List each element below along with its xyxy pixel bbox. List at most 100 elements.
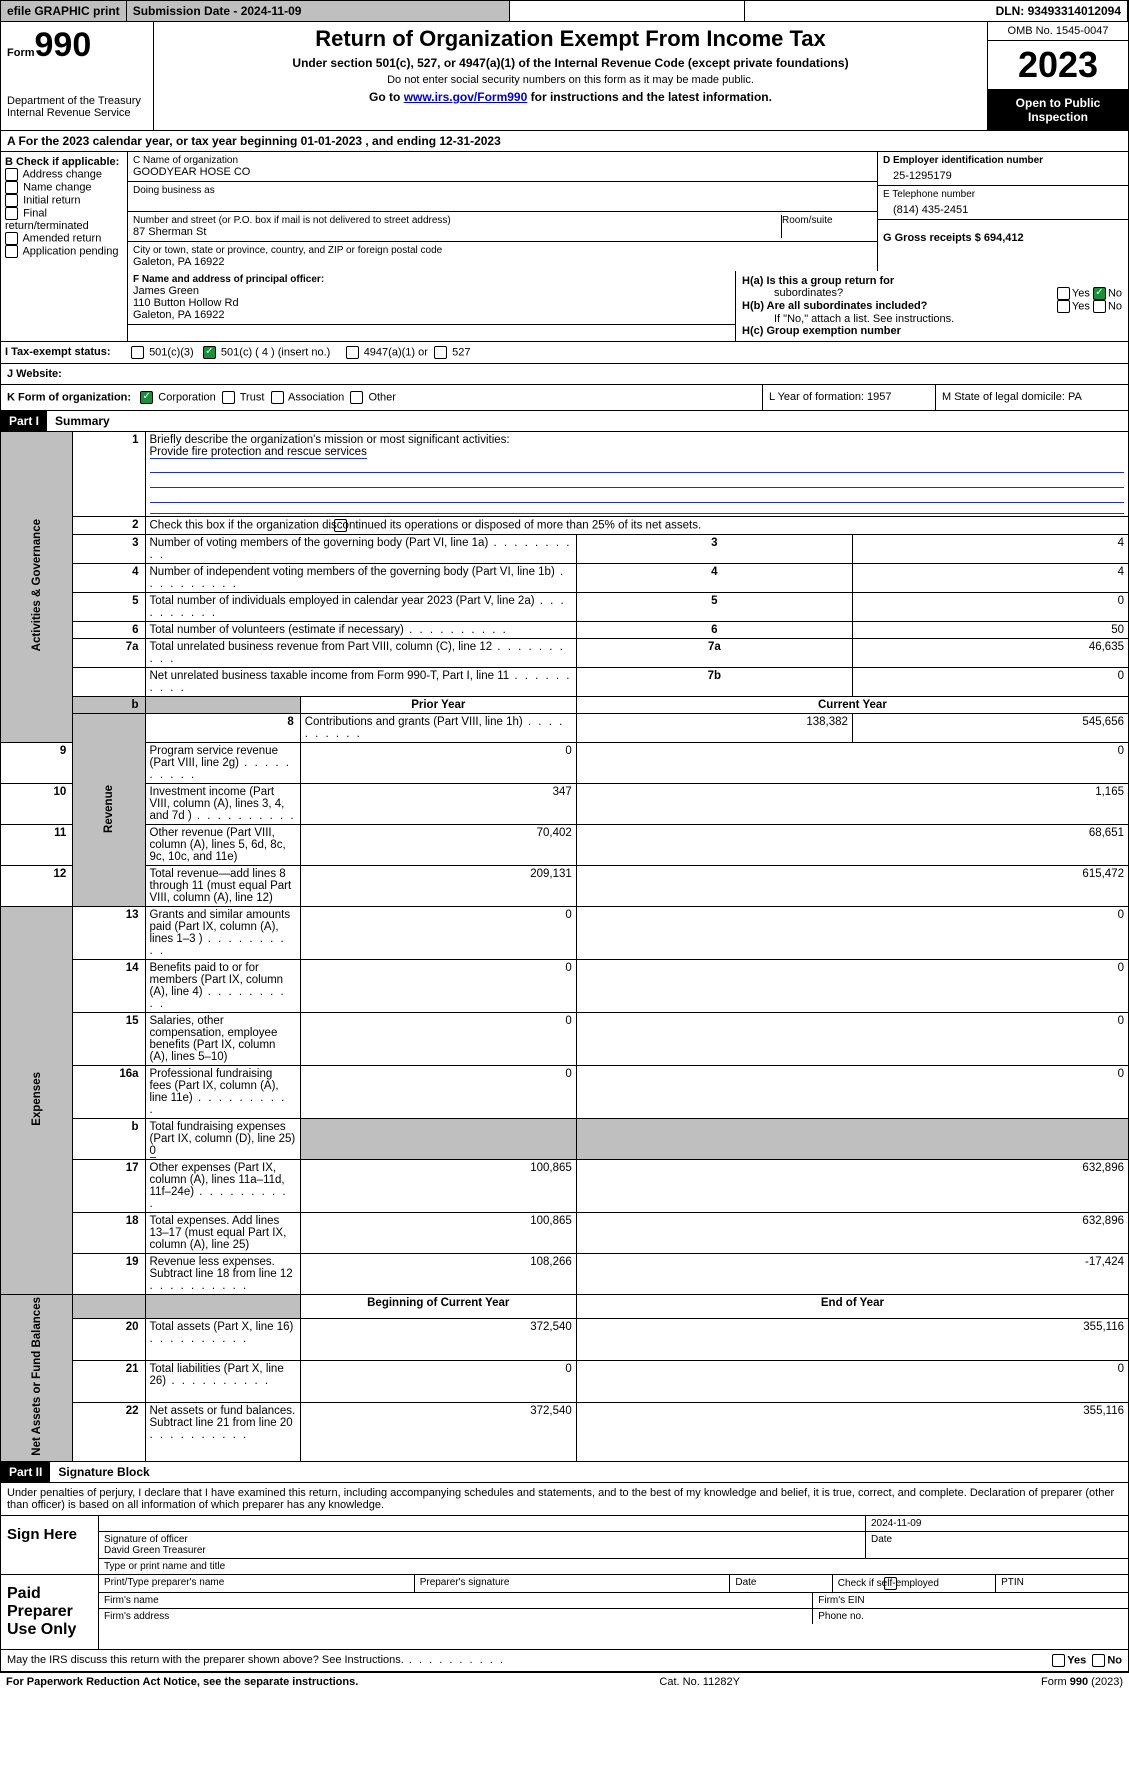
summary-table: Activities & Governance 1 Briefly descri… — [0, 432, 1129, 1462]
paperwork-notice: For Paperwork Reduction Act Notice, see … — [6, 1676, 358, 1688]
tel-label: E Telephone number — [883, 189, 1123, 200]
checkbox-trust[interactable] — [222, 391, 235, 404]
mission: Provide fire protection and rescue servi… — [150, 446, 367, 459]
sig-date: 2024-11-09 — [866, 1516, 1128, 1531]
irs-link[interactable]: www.irs.gov/Form990 — [404, 90, 528, 104]
checkbox-name-change[interactable] — [5, 181, 18, 194]
b-header: B Check if applicable: — [5, 156, 123, 168]
officer-addr: 110 Button Hollow Rd — [133, 297, 730, 309]
form-ref: Form 990 (2023) — [1041, 1676, 1123, 1688]
col-d: D Employer identification number25-12951… — [877, 152, 1128, 271]
may-discuss: May the IRS discuss this return with the… — [0, 1650, 1129, 1672]
tab-revenue: Revenue — [73, 714, 145, 907]
officer-city: Galeton, PA 16922 — [133, 309, 730, 321]
checkbox-4947[interactable] — [346, 346, 359, 359]
v7b: 0 — [852, 668, 1128, 697]
row-j: J Website: — [0, 364, 1129, 385]
checkbox-501c[interactable]: ✓ — [203, 346, 216, 359]
f-label: F Name and address of principal officer: — [133, 274, 730, 285]
sign-here-block: Sign Here 2024-11-09 Signature of office… — [0, 1516, 1129, 1575]
col-c: C Name of organization GOODYEAR HOSE CO … — [128, 152, 877, 271]
part2-bar: Part II — [1, 1462, 50, 1482]
tab-governance: Activities & Governance — [1, 432, 73, 743]
cat-no: Cat. No. 11282Y — [659, 1676, 740, 1688]
addr-label: Number and street (or P.O. box if mail i… — [133, 215, 781, 226]
section-f-h: F Name and address of principal officer:… — [0, 271, 1129, 342]
tax-year: 2023 — [988, 41, 1128, 90]
form-number: 990 — [35, 26, 92, 64]
checkbox-hb-yes[interactable] — [1057, 300, 1070, 313]
dln: DLN: 93493314012094 — [745, 1, 1128, 21]
checkbox-self-emp[interactable] — [884, 1577, 897, 1590]
checkbox-assoc[interactable] — [271, 391, 284, 404]
org-name-label: C Name of organization — [133, 155, 872, 166]
spacer — [510, 1, 745, 21]
form-title: Return of Organization Exempt From Incom… — [160, 26, 981, 52]
row-i: I Tax-exempt status: 501(c)(3) ✓ 501(c) … — [0, 342, 1129, 364]
checkbox-ha-no[interactable]: ✓ — [1093, 287, 1106, 300]
section-b-c-d: B Check if applicable: Address change Na… — [0, 152, 1129, 271]
l1-text: Briefly describe the organization's miss… — [150, 434, 510, 446]
ein: 25-1295179 — [883, 166, 1123, 182]
part1-title: Summary — [47, 414, 110, 428]
h-a: H(a) Is this a group return for — [742, 275, 1122, 287]
v7a: 46,635 — [852, 639, 1128, 668]
i-label: I Tax-exempt status: — [1, 342, 127, 363]
part1-bar: Part I — [1, 411, 47, 431]
checkbox-discuss-no[interactable] — [1092, 1654, 1105, 1667]
v6: 50 — [852, 622, 1128, 639]
gross-receipts: G Gross receipts $ 694,412 — [883, 232, 1123, 244]
submission-date: Submission Date - 2024-11-09 — [127, 1, 510, 21]
row-a: A For the 2023 calendar year, or tax yea… — [0, 131, 1129, 152]
checkbox-501c3[interactable] — [131, 346, 144, 359]
h-b-note: If "No," attach a list. See instructions… — [742, 313, 1122, 325]
form-word: Form — [7, 47, 35, 59]
paid-preparer: Paid Preparer Use Only — [1, 1575, 99, 1649]
v5: 0 — [852, 593, 1128, 622]
efile-label: efile GRAPHIC print — [1, 1, 127, 21]
checkbox-pending[interactable] — [5, 245, 18, 258]
checkbox-527[interactable] — [434, 346, 447, 359]
subtitle-2: Do not enter social security numbers on … — [160, 74, 981, 86]
omb: OMB No. 1545-0047 — [988, 22, 1128, 41]
officer-name: James Green — [133, 285, 730, 297]
checkbox-l2[interactable] — [334, 519, 347, 532]
irs: Internal Revenue Service — [7, 107, 147, 119]
subtitle-3: Go to www.irs.gov/Form990 for instructio… — [160, 90, 981, 104]
checkbox-addr-change[interactable] — [5, 168, 18, 181]
declaration: Under penalties of perjury, I declare th… — [0, 1483, 1129, 1516]
footer: For Paperwork Reduction Act Notice, see … — [0, 1672, 1129, 1691]
top-bar: efile GRAPHIC print Submission Date - 20… — [0, 0, 1129, 22]
state-domicile: M State of legal domicile: PA — [935, 385, 1128, 410]
street: 87 Sherman St — [133, 226, 781, 238]
sign-here: Sign Here — [1, 1516, 99, 1574]
checkbox-discuss-yes[interactable] — [1052, 1654, 1065, 1667]
ein-label: D Employer identification number — [883, 155, 1123, 166]
dba-label: Doing business as — [133, 185, 872, 196]
checkbox-final[interactable] — [5, 207, 18, 220]
tab-netassets: Net Assets or Fund Balances — [1, 1295, 73, 1462]
form-header: Form990 Department of the Treasury Inter… — [0, 22, 1129, 131]
v3: 4 — [852, 535, 1128, 564]
checkbox-other[interactable] — [350, 391, 363, 404]
checkbox-initial[interactable] — [5, 194, 18, 207]
part2-header: Part II Signature Block — [0, 1462, 1129, 1483]
checkbox-corp[interactable]: ✓ — [140, 391, 153, 404]
checkbox-amended[interactable] — [5, 232, 18, 245]
city-label: City or town, state or province, country… — [133, 245, 872, 256]
officer-sig-name: David Green Treasurer — [104, 1545, 206, 1556]
col-b: B Check if applicable: Address change Na… — [1, 152, 128, 271]
room-label: Room/suite — [782, 215, 872, 226]
telephone: (814) 435-2451 — [883, 200, 1123, 216]
row-k-l-m: K Form of organization: ✓ Corporation Tr… — [0, 385, 1129, 411]
dept-treasury: Department of the Treasury — [7, 95, 147, 107]
checkbox-hb-no[interactable] — [1093, 300, 1106, 313]
part1-header: Part I Summary — [0, 411, 1129, 432]
tab-expenses: Expenses — [1, 907, 73, 1295]
open-inspection: Open to Public Inspection — [988, 90, 1128, 130]
paid-preparer-block: Paid Preparer Use Only Print/Type prepar… — [0, 1575, 1129, 1650]
year-formation: L Year of formation: 1957 — [762, 385, 935, 410]
v4: 4 — [852, 564, 1128, 593]
org-name: GOODYEAR HOSE CO — [133, 166, 872, 178]
checkbox-ha-yes[interactable] — [1057, 287, 1070, 300]
